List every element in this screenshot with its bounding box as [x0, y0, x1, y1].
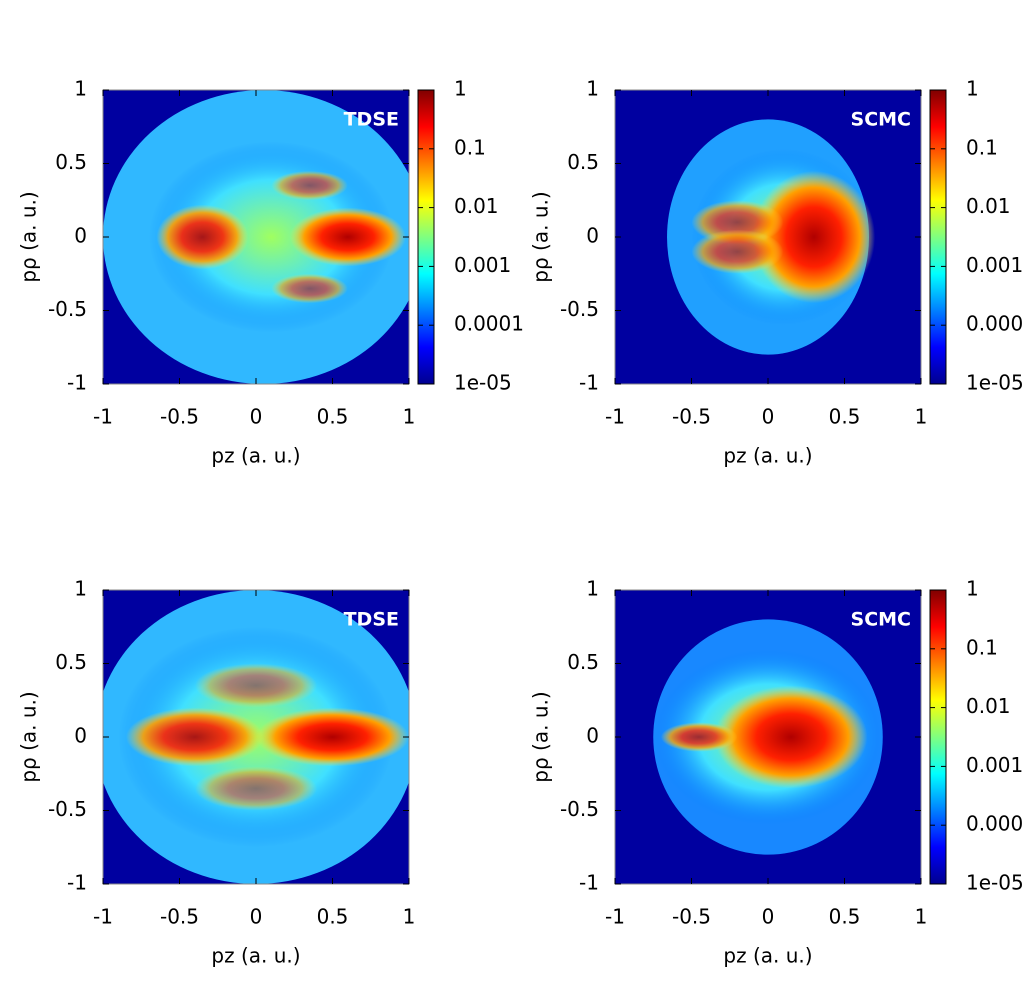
heatmap-region: [714, 685, 868, 789]
colorbar-tick-label: 0.001: [966, 253, 1023, 277]
x-tick-label: -0.5: [672, 405, 711, 429]
colorbar: [929, 89, 947, 385]
y-tick-label: 1: [74, 77, 87, 101]
x-tick-label: -1: [93, 905, 113, 929]
x-tick-label: 1: [403, 905, 416, 929]
colorbar-tick-label: 1: [966, 577, 979, 601]
x-tick-label: -1: [93, 405, 113, 429]
y-axis-label: pρ (a. u.): [529, 691, 553, 782]
heatmap-region: [691, 229, 784, 274]
colorbar-tick-label: 0.01: [966, 194, 1011, 218]
heatmap-region: [660, 722, 738, 752]
x-tick-label: 0.5: [317, 405, 349, 429]
colorbar-tick-label: 0.01: [966, 694, 1011, 718]
x-tick-label: 0: [762, 905, 775, 929]
colorbar-tick-label: 1e-05: [454, 371, 512, 395]
heatmap-image: [615, 90, 921, 384]
y-tick-label: 0.5: [55, 150, 87, 174]
heatmap-region: [194, 663, 318, 708]
y-tick-label: -1: [579, 371, 599, 395]
colorbar-tick-label: 1e-05: [966, 371, 1024, 395]
panel-label: TDSE: [344, 609, 399, 631]
heatmap-region: [256, 707, 409, 767]
y-axis-label: pρ (a. u.): [17, 691, 41, 782]
x-tick-label: 0: [250, 905, 263, 929]
y-tick-label: 1: [74, 577, 87, 601]
x-axis-label: pz (a. u.): [211, 944, 300, 968]
panel-label: TDSE: [344, 109, 399, 131]
y-tick-label: -0.5: [560, 797, 599, 821]
x-tick-label: 0.5: [829, 405, 861, 429]
colorbar: [417, 89, 435, 385]
colorbar-tick-label: 0.1: [966, 635, 998, 659]
panel-label: SCMC: [851, 609, 911, 631]
x-axis-label: pz (a. u.): [723, 444, 812, 468]
y-tick-label: 0: [74, 724, 87, 748]
y-tick-label: -0.5: [48, 797, 87, 821]
y-tick-label: 0: [74, 224, 87, 248]
heatmap-region: [271, 273, 348, 304]
y-tick-label: -1: [67, 871, 87, 895]
colorbar-tick-label: 0.001: [966, 753, 1023, 777]
y-tick-label: -1: [67, 371, 87, 395]
x-tick-label: -0.5: [672, 905, 711, 929]
y-tick-label: 1: [586, 77, 599, 101]
colorbar-tick-label: 0.1: [454, 135, 486, 159]
y-tick-label: 0.5: [567, 650, 599, 674]
y-tick-label: 0: [586, 224, 599, 248]
y-tick-label: -0.5: [560, 297, 599, 321]
colorbar-tick-label: 0.1: [966, 135, 998, 159]
y-tick-label: 0.5: [55, 650, 87, 674]
colorbar-tick-label: 0.001: [454, 253, 511, 277]
heatmap-region: [125, 707, 264, 767]
colorbar-tick-label: 1e-05: [966, 871, 1024, 895]
x-tick-label: -0.5: [160, 405, 199, 429]
panel-label: SCMC: [851, 109, 911, 131]
y-axis-label: pρ (a. u.): [17, 191, 41, 282]
x-tick-label: 0.5: [317, 905, 349, 929]
y-axis-label: pρ (a. u.): [529, 191, 553, 282]
x-tick-label: 0: [762, 405, 775, 429]
heatmap-image: [103, 590, 409, 884]
x-axis-label: pz (a. u.): [211, 444, 300, 468]
y-tick-label: -0.5: [48, 297, 87, 321]
colorbar: [929, 589, 947, 885]
colorbar-tick-label: 0.01: [454, 194, 499, 218]
x-tick-label: 1: [915, 405, 928, 429]
heatmap-region: [194, 766, 318, 811]
y-tick-label: 1: [586, 577, 599, 601]
colorbar-tick-label: 0.0001: [454, 312, 524, 336]
x-axis-label: pz (a. u.): [723, 944, 812, 968]
x-tick-label: 0.5: [829, 905, 861, 929]
x-tick-label: 1: [403, 405, 416, 429]
x-tick-label: -0.5: [160, 905, 199, 929]
x-tick-label: -1: [605, 905, 625, 929]
colorbar-tick-label: 1: [454, 77, 467, 101]
y-tick-label: -1: [579, 871, 599, 895]
x-tick-label: 0: [250, 405, 263, 429]
colorbar-tick-label: 0.0001: [966, 312, 1024, 336]
x-tick-label: 1: [915, 905, 928, 929]
colorbar-tick-label: 0.0001: [966, 812, 1024, 836]
heatmap-region: [752, 170, 876, 304]
y-tick-label: 0: [586, 724, 599, 748]
y-tick-label: 0.5: [567, 150, 599, 174]
x-tick-label: -1: [605, 405, 625, 429]
heatmap-region: [271, 170, 348, 201]
heatmap-image: [103, 90, 409, 384]
heatmap-region: [289, 207, 406, 267]
heatmap-image: [615, 590, 921, 884]
heatmap-region: [156, 204, 249, 270]
colorbar-tick-label: 1: [966, 77, 979, 101]
